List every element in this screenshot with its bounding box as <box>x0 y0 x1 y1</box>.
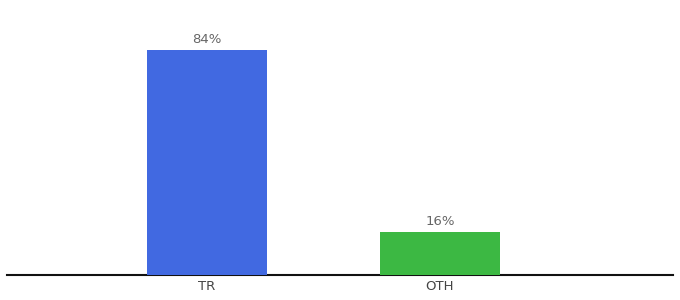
Text: 16%: 16% <box>425 215 455 228</box>
Bar <box>147 50 267 274</box>
Text: 84%: 84% <box>192 33 222 46</box>
Bar <box>380 232 500 274</box>
